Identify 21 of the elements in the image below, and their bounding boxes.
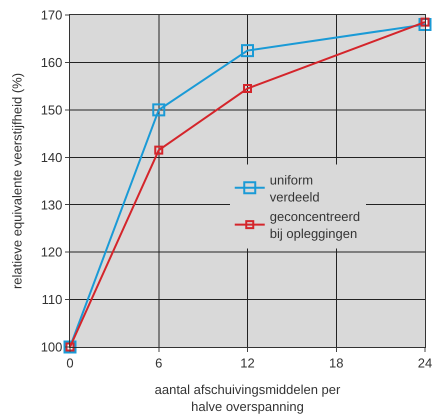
point xyxy=(152,103,166,116)
y-tick-label: 120 xyxy=(40,244,62,260)
legend-label: geconcentreerd bij opleggingen xyxy=(270,209,360,242)
y-tick-label: 140 xyxy=(40,150,62,165)
point xyxy=(154,146,164,155)
x-tick-label: 12 xyxy=(240,356,255,371)
x-tick-label: 0 xyxy=(66,356,74,371)
y-tick-label: 170 xyxy=(40,8,62,23)
y-tick-label: 150 xyxy=(40,102,62,118)
x-axis-title: aantal afschuivingsmiddelen per halve overspanning xyxy=(154,382,342,414)
y-tick-label: 160 xyxy=(40,54,62,70)
y-tick-label: 100 xyxy=(40,340,62,355)
y-tick-label: 130 xyxy=(40,197,62,212)
point xyxy=(241,44,254,58)
x-tick-label: 24 xyxy=(418,356,432,371)
x-tick-label: 6 xyxy=(155,356,162,371)
point xyxy=(418,18,432,31)
point xyxy=(243,84,252,94)
y-tick-label: 110 xyxy=(42,292,62,308)
y-axis-title: relatieve equivalente veerstijfheid (%) xyxy=(10,72,25,290)
x-tick-label: 18 xyxy=(329,356,344,371)
